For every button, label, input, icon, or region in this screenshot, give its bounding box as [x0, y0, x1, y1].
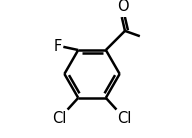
- Text: Cl: Cl: [118, 111, 132, 126]
- Text: O: O: [117, 0, 129, 14]
- Text: F: F: [54, 39, 62, 54]
- Text: Cl: Cl: [52, 111, 66, 126]
